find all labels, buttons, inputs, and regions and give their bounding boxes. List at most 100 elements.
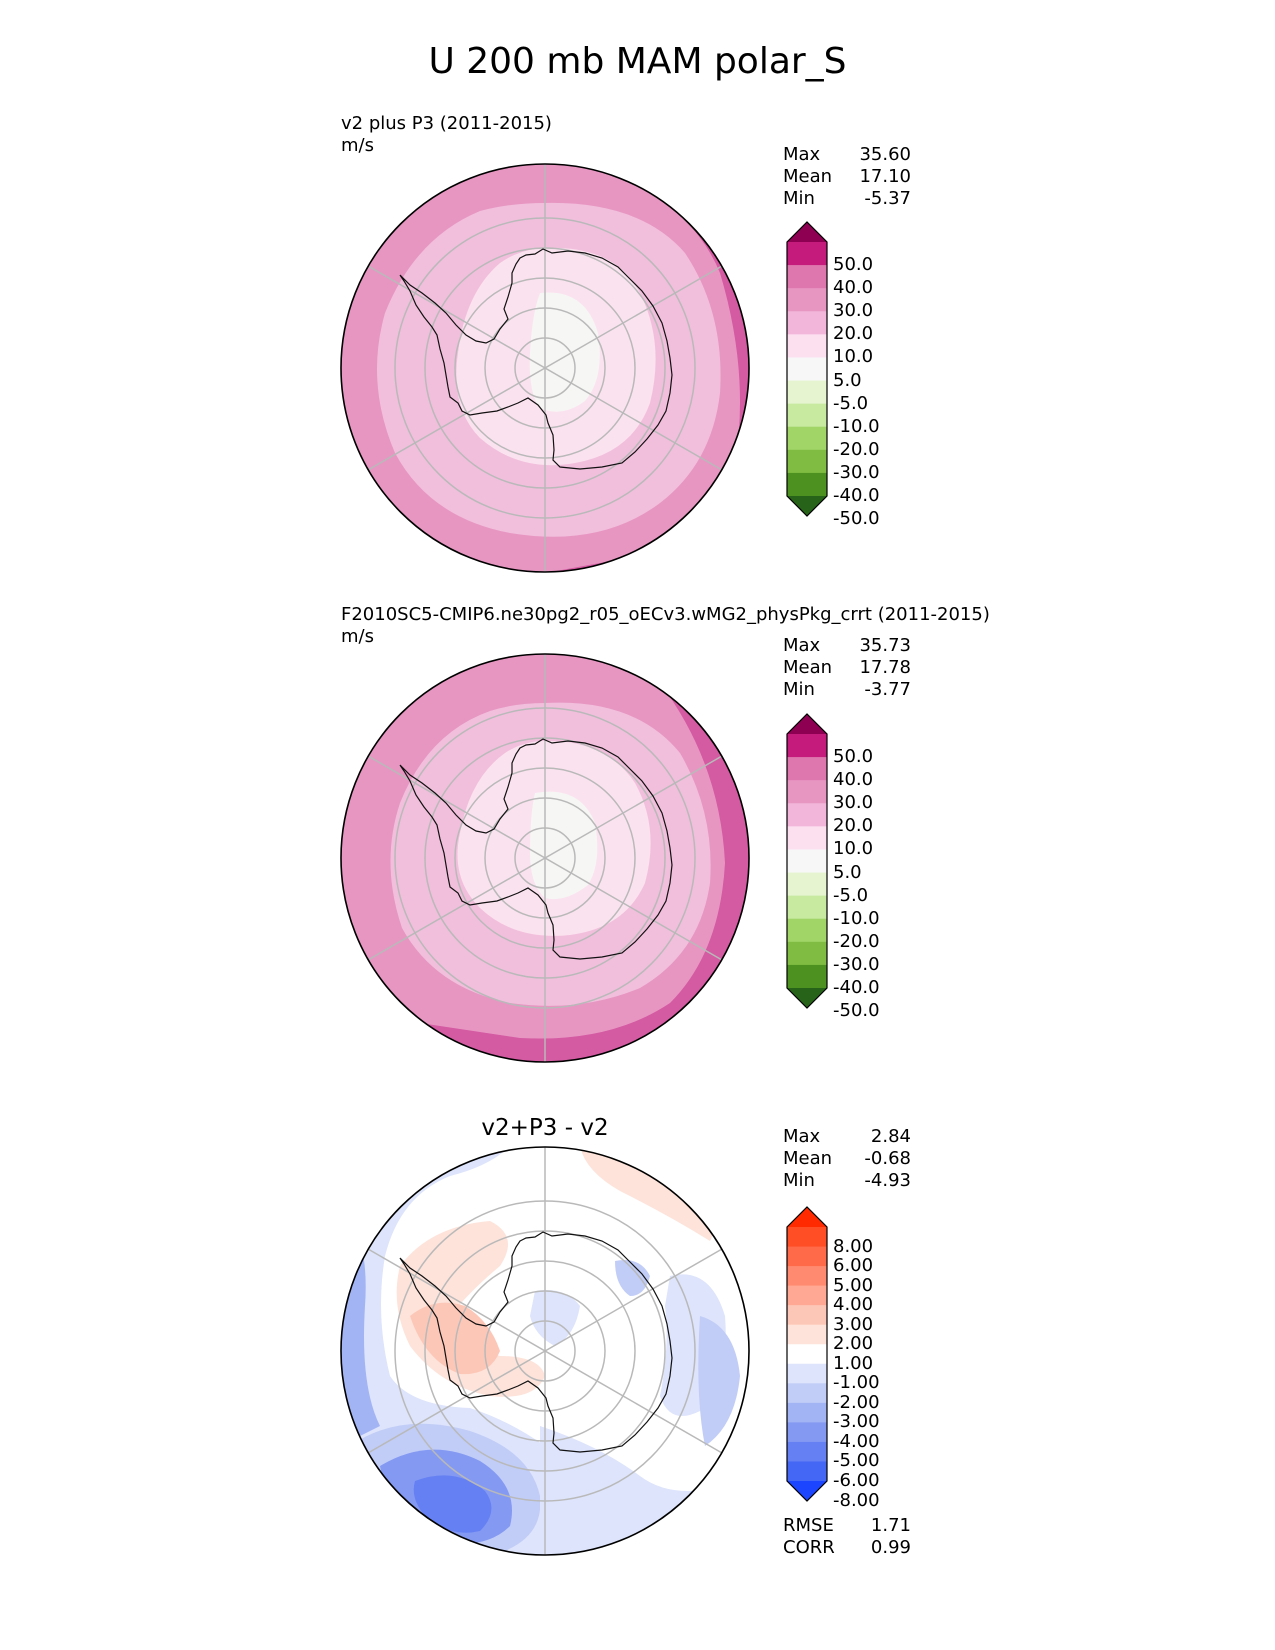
colorbar-bin xyxy=(787,403,827,428)
calm-center xyxy=(529,292,600,412)
corr-value: 0.99 xyxy=(870,1537,911,1558)
panel1-units: m/s xyxy=(341,135,374,156)
negative-anomaly xyxy=(698,1316,740,1446)
colorbar-tick-label: -1.00 xyxy=(833,1372,880,1394)
colorbar-bin xyxy=(787,895,827,920)
colorbar-bin xyxy=(787,1227,827,1248)
colorbar-bin xyxy=(787,964,827,989)
stat-label: Mean xyxy=(783,166,833,187)
panel1-stats: Max 35.60 Mean 17.10 Min -5.37 xyxy=(783,144,911,210)
colorbar-tick-label: 50.0 xyxy=(833,746,874,768)
colorbar-bin xyxy=(787,1383,827,1404)
colorbar-bin xyxy=(787,803,827,827)
colorbar-tick-label: -40.0 xyxy=(833,977,880,998)
colorbar-tick-label: -30.0 xyxy=(833,953,880,975)
colorbar-tick-label: -20.0 xyxy=(833,438,880,460)
stat-value: -0.68 xyxy=(864,1148,911,1169)
stat-label: Min xyxy=(783,679,815,700)
colorbar-tick-label: -10.0 xyxy=(833,907,880,929)
colorbar-bin xyxy=(787,1285,827,1306)
stat-label: Mean xyxy=(783,1148,833,1169)
colorbar-tick-label: -5.0 xyxy=(833,392,869,414)
colorbar-tick-label: -20.0 xyxy=(833,930,880,952)
colorbar-tick-label: 40.0 xyxy=(833,769,874,791)
colorbar-tick-label: -6.00 xyxy=(833,1470,880,1491)
colorbar-tick-label: -50.0 xyxy=(833,1000,880,1022)
positive-anomaly xyxy=(410,1302,500,1375)
colorbar-bin xyxy=(787,849,827,874)
colorbar-tick-label: 4.00 xyxy=(833,1294,874,1316)
colorbar-bin xyxy=(787,472,827,497)
colorbar-bin xyxy=(787,265,827,289)
panel2-stats: Max 35.73 Mean 17.78 Min -3.77 xyxy=(783,635,911,701)
panel1-polar-map xyxy=(340,163,750,573)
colorbar-tick-label: -5.00 xyxy=(833,1450,880,1472)
colorbar-tick-label: -2.00 xyxy=(833,1391,880,1413)
colorbar-tick-label: 30.0 xyxy=(833,300,874,322)
colorbar-bin xyxy=(787,1402,827,1423)
colorbar-bin xyxy=(787,941,827,966)
colorbar-bin xyxy=(787,1363,827,1384)
positive-anomaly xyxy=(580,1147,713,1241)
antarctica-coastline xyxy=(399,738,673,960)
figure-title: U 200 mb MAM polar_S xyxy=(428,41,847,82)
stat-value: 35.73 xyxy=(859,635,911,656)
colorbar-tick-label: -8.00 xyxy=(833,1489,880,1511)
colorbar-tick-label: 20.0 xyxy=(833,815,874,837)
stat-value: 17.78 xyxy=(859,657,911,678)
map-frame xyxy=(340,163,750,573)
colorbar-bin xyxy=(787,826,827,850)
stat-value: -5.37 xyxy=(864,188,911,209)
corr-label: CORR xyxy=(783,1537,835,1558)
colorbar-tick-label: 5.00 xyxy=(833,1274,874,1296)
colorbar-bin xyxy=(787,1305,827,1326)
negative-anomaly xyxy=(615,1260,650,1296)
colorbar-tick-label: -5.0 xyxy=(833,884,869,906)
colorbar-tick-label: 40.0 xyxy=(833,277,874,299)
panel3-colorbar xyxy=(786,1206,828,1502)
colorbar-tick-label: 5.0 xyxy=(833,369,862,391)
colorbar-extend-top xyxy=(787,714,827,734)
colorbar-bin xyxy=(787,734,827,758)
rmse-label: RMSE xyxy=(783,1515,834,1536)
colorbar-tick-label: -10.0 xyxy=(833,415,880,437)
colorbar-extend-bottom xyxy=(787,496,827,516)
colorbar-tick-label: -50.0 xyxy=(833,508,880,530)
colorbar-tick-label: 30.0 xyxy=(833,792,874,814)
stat-label: Min xyxy=(783,188,815,209)
panel3-stats: Max 2.84 Mean -0.68 Min -4.93 xyxy=(783,1126,911,1192)
stat-value: 35.60 xyxy=(859,144,911,165)
colorbar-bin xyxy=(787,1441,827,1462)
stat-label: Max xyxy=(783,144,821,165)
panel2-colorbar xyxy=(786,713,828,1009)
colorbar-bin xyxy=(787,288,827,312)
colorbar-tick-label: 3.00 xyxy=(833,1313,874,1335)
graticule xyxy=(367,164,723,572)
panel3-polar-map xyxy=(340,1146,750,1556)
panel3-footer-stats: RMSE 1.71 CORR 0.99 xyxy=(783,1515,911,1559)
stat-label: Max xyxy=(783,635,821,656)
graticule xyxy=(367,1147,723,1555)
colorbar-bin xyxy=(787,357,827,382)
colorbar-extend-bottom xyxy=(787,988,827,1008)
stat-value: -3.77 xyxy=(864,679,911,700)
panel1-title: v2 plus P3 (2011-2015) xyxy=(341,113,552,134)
panel1-colorbar xyxy=(786,221,828,517)
stat-label: Min xyxy=(783,1170,815,1191)
colorbar-bin xyxy=(787,1324,827,1345)
colorbar-bin xyxy=(787,780,827,804)
colorbar-bin xyxy=(787,1246,827,1267)
colorbar-tick-label: 6.00 xyxy=(833,1255,874,1277)
stat-value: -4.93 xyxy=(864,1170,911,1191)
colorbar-outline xyxy=(786,713,828,1009)
colorbar-tick-label: 1.00 xyxy=(833,1352,874,1374)
colorbar-bin xyxy=(787,380,827,405)
panel3-title: v2+P3 - v2 xyxy=(481,1115,609,1141)
map-frame xyxy=(340,1146,750,1556)
stat-value: 2.84 xyxy=(870,1126,911,1147)
colorbar-tick-label: 20.0 xyxy=(833,323,874,345)
colorbar-tick-label: -30.0 xyxy=(833,461,880,483)
colorbar-bin xyxy=(787,449,827,474)
panel2-units: m/s xyxy=(341,626,374,647)
colorbar-bin xyxy=(787,426,827,451)
